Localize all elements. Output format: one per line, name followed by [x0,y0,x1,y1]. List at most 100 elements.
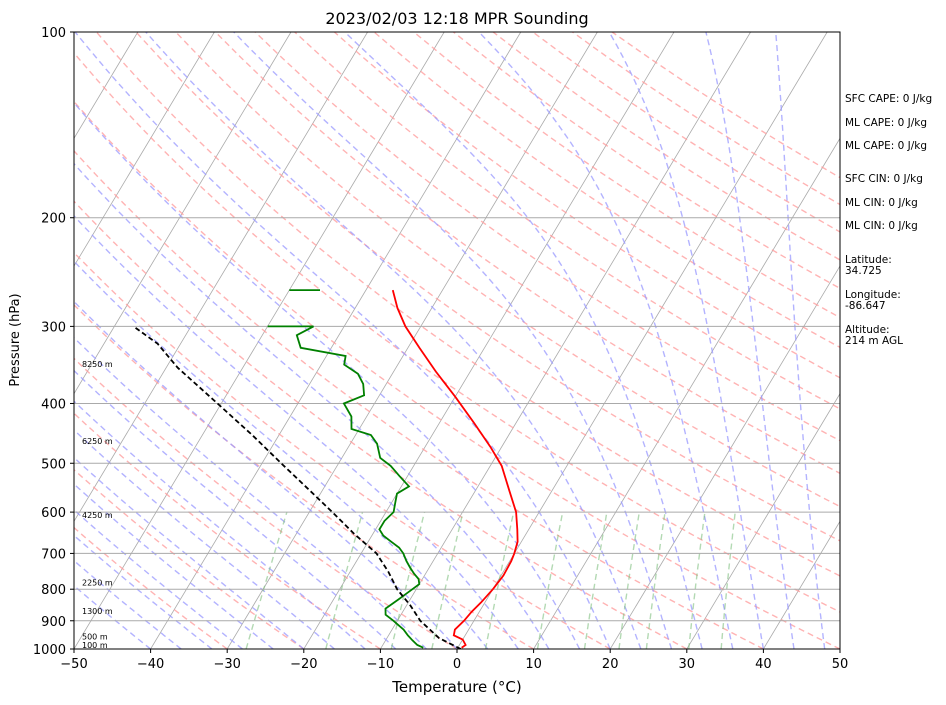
mixing-ratio-line [536,511,564,649]
moist-adiabat-line [74,559,182,649]
height-label: 2250 m [82,578,113,587]
series-layer [132,289,519,649]
plot-frame [73,31,841,650]
series-line-2 [267,325,424,649]
dry-adiabat-line [74,412,381,649]
ml-cin-text-2: ML CIN: 0 J/kg [845,220,918,232]
ml-cape-text: ML CAPE: 0 J/kg [845,117,928,129]
dry-adiabat-line [74,526,228,649]
moist-adiabat-line [74,162,550,649]
moist-adiabat-line [233,32,673,649]
isotherm-line [74,32,292,395]
y-axis-ticks: 100 200 300 400 500 600 700 800 900 1000 [33,26,74,658]
dry-adiabat-line [74,357,458,649]
background-lines [74,32,840,649]
dry-adiabat-line [74,200,688,649]
y-tick-label: 800 [41,583,66,598]
isotherm-line [74,32,368,523]
x-tick-label: 20 [602,657,619,672]
moist-adiabat-line [344,32,703,649]
dry-adiabat-line [74,100,840,649]
isotherm-line [74,32,215,267]
x-axis-ticks: −50 −40 −30 −20 −10 0 10 20 30 40 50 [60,649,848,672]
height-label: 8250 m [82,360,113,369]
isotherm-line [74,32,445,649]
x-tick-label: 50 [832,657,849,672]
moist-adiabat-line [74,214,519,649]
dry-adiabat-line [175,32,840,508]
height-label: 4250 m [82,511,113,520]
dry-adiabat-line [135,32,840,542]
moist-adiabat-line [74,101,581,649]
moist-adiabat-line [74,32,611,649]
moist-adiabat-line [74,456,305,649]
x-tick-label: 30 [679,657,696,672]
isotherm-line [150,32,522,649]
ml-cin-text: ML CIN: 0 J/kg [845,197,918,209]
x-tick-label: −20 [290,657,317,672]
x-tick-label: 0 [453,657,461,672]
isotherm-line [380,32,751,649]
height-label: 100 m [82,641,108,650]
altitude-value: 214 m AGL [845,335,903,347]
isotherm-line [303,32,675,649]
isotherm-line [609,265,840,649]
ml-cape-text-2: ML CAPE: 0 J/kg [845,140,928,152]
dry-adiabat-line [95,32,840,577]
sfc-cape-text: SFC CAPE: 0 J/kg [845,93,933,105]
dry-adiabat-line [74,468,305,649]
moist-adiabat-line [74,369,397,649]
dry-adiabat-line [74,303,534,649]
series-line-4 [132,325,462,649]
height-label: 6250 m [82,437,113,446]
y-tick-label: 500 [41,457,66,472]
latitude-label: Latitude: [845,254,892,266]
series-line-1 [391,289,519,649]
x-tick-label: −30 [213,657,240,672]
y-tick-label: 600 [41,506,66,521]
moist-adiabat-line [478,32,734,649]
dry-adiabat-line [373,32,840,349]
x-axis-label: Temperature (°C) [391,678,521,696]
chart-title: 2023/02/03 12:18 MPR Sounding [325,9,588,28]
moist-adiabat-line [775,32,826,649]
dry-adiabat-line [74,51,840,613]
sfc-cin-text: SFC CIN: 0 J/kg [845,173,923,185]
y-tick-label: 900 [41,615,66,630]
dry-adiabat-line [254,32,840,442]
y-tick-label: 300 [41,320,66,335]
y-tick-label: 100 [41,26,66,41]
y-tick-label: 200 [41,212,66,227]
x-tick-label: 10 [525,657,542,672]
y-tick-label: 400 [41,397,66,412]
dry-adiabat-line [214,32,840,475]
moist-adiabat-line [74,300,458,649]
x-tick-label: 40 [755,657,772,672]
y-tick-label: 700 [41,547,66,562]
moist-adiabat-line [74,400,366,649]
longitude-value: -86.647 [845,300,886,312]
dry-adiabat-line [333,32,840,379]
isotherm-line [456,32,828,649]
height-label: 1300 m [82,607,113,616]
isotherm-line [763,520,840,649]
latitude-value: 34.725 [845,265,882,277]
y-tick-label: 1000 [33,643,66,658]
pressure-gridlines [74,31,840,650]
altitude-label: Altitude: [845,324,890,336]
isotherm-line [533,137,840,649]
moist-adiabat-line [74,483,274,649]
longitude-label: Longitude: [845,289,901,301]
y-axis-label: Pressure (hPa) [8,293,23,386]
mixing-ratio-line [325,511,364,649]
moist-adiabat-line [74,260,489,649]
moist-adiabat-line [74,429,335,649]
mixing-ratio-line [431,511,464,649]
moist-adiabat-line [74,336,427,649]
x-tick-label: −10 [367,657,394,672]
dry-adiabat-line [74,149,764,649]
x-tick-label: −50 [60,657,87,672]
moist-adiabat-line [145,32,642,649]
